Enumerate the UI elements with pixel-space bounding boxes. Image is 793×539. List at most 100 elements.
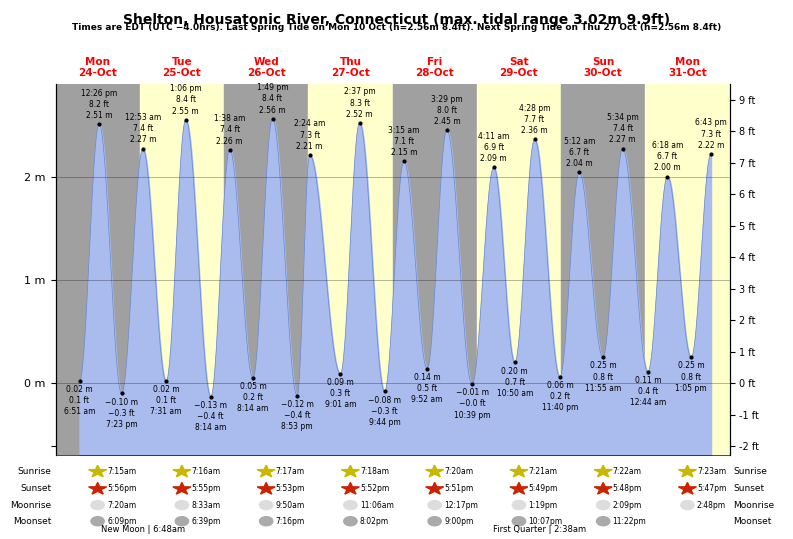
Text: 9:50am: 9:50am [276, 501, 305, 509]
Bar [224, 84, 308, 455]
Text: Moonset: Moonset [734, 517, 772, 526]
Text: 0.20 m
0.7 ft
10:50 am: 0.20 m 0.7 ft 10:50 am [496, 367, 533, 398]
Polygon shape [678, 465, 696, 477]
Text: Fri
28-Oct: Fri 28-Oct [416, 57, 454, 78]
Text: 0.02 m
0.1 ft
7:31 am: 0.02 m 0.1 ft 7:31 am [151, 385, 182, 417]
Polygon shape [678, 482, 696, 494]
Circle shape [596, 517, 610, 526]
Bar [140, 84, 224, 455]
Polygon shape [594, 465, 612, 477]
Text: 3:29 pm
8.0 ft
2.45 m: 3:29 pm 8.0 ft 2.45 m [431, 95, 462, 126]
Text: First Quarter | 2:38am: First Quarter | 2:38am [492, 524, 586, 534]
Text: 7:18am: 7:18am [360, 467, 389, 476]
Text: 6:18 am
6.7 ft
2.00 m: 6:18 am 6.7 ft 2.00 m [652, 141, 683, 172]
Text: Times are EDT (UTC −4.0hrs). Last Spring Tide on Mon 10 Oct (h=2.56m 8.4ft). Nex: Times are EDT (UTC −4.0hrs). Last Spring… [72, 23, 721, 32]
Text: 4:11 am
6.9 ft
2.09 m: 4:11 am 6.9 ft 2.09 m [478, 132, 509, 163]
Circle shape [343, 501, 357, 509]
Text: 11:22pm: 11:22pm [613, 517, 646, 526]
Polygon shape [426, 465, 444, 477]
Circle shape [91, 501, 105, 509]
Text: 0.14 m
0.5 ft
9:52 am: 0.14 m 0.5 ft 9:52 am [412, 373, 443, 404]
Bar [646, 84, 730, 455]
Text: 7:15am: 7:15am [107, 467, 136, 476]
Text: 5:53pm: 5:53pm [276, 485, 305, 493]
Text: 5:49pm: 5:49pm [528, 485, 557, 493]
Text: 6:09pm: 6:09pm [107, 517, 136, 526]
Text: Sunset: Sunset [734, 485, 764, 493]
Polygon shape [257, 482, 275, 494]
Circle shape [512, 501, 526, 509]
Polygon shape [341, 465, 359, 477]
Text: −0.13 m
−0.4 ft
8:14 am: −0.13 m −0.4 ft 8:14 am [194, 400, 228, 432]
Text: Sunrise: Sunrise [734, 467, 768, 476]
Polygon shape [89, 465, 107, 477]
Polygon shape [257, 465, 275, 477]
Polygon shape [594, 482, 612, 494]
Text: 1:49 pm
8.4 ft
2.56 m: 1:49 pm 8.4 ft 2.56 m [257, 84, 289, 115]
Bar [393, 84, 477, 455]
Polygon shape [510, 465, 528, 477]
Polygon shape [173, 482, 191, 494]
Text: 12:17pm: 12:17pm [444, 501, 478, 509]
Text: 2:09pm: 2:09pm [613, 501, 642, 509]
Text: 7:20am: 7:20am [107, 501, 136, 509]
Text: Shelton, Housatonic River, Connecticut (max. tidal range 3.02m 9.9ft): Shelton, Housatonic River, Connecticut (… [123, 13, 670, 27]
Text: Tue
25-Oct: Tue 25-Oct [163, 57, 201, 78]
Circle shape [259, 501, 273, 509]
Text: 6:39pm: 6:39pm [191, 517, 220, 526]
Text: 5:56pm: 5:56pm [107, 485, 136, 493]
Text: 12:53 am
7.4 ft
2.27 m: 12:53 am 7.4 ft 2.27 m [125, 113, 161, 144]
Text: 7:17am: 7:17am [276, 467, 305, 476]
Text: 5:12 am
6.7 ft
2.04 m: 5:12 am 6.7 ft 2.04 m [564, 137, 595, 168]
Text: 5:48pm: 5:48pm [613, 485, 642, 493]
Text: 7:22am: 7:22am [613, 467, 642, 476]
Text: Sun
30-Oct: Sun 30-Oct [584, 57, 623, 78]
Text: 1:38 am
7.4 ft
2.26 m: 1:38 am 7.4 ft 2.26 m [214, 114, 245, 146]
Text: −0.10 m
−0.3 ft
7:23 pm: −0.10 m −0.3 ft 7:23 pm [105, 398, 138, 429]
Text: New Moon | 6:48am: New Moon | 6:48am [101, 524, 185, 534]
Text: 5:34 pm
7.4 ft
2.27 m: 5:34 pm 7.4 ft 2.27 m [607, 113, 638, 144]
Text: 7:16am: 7:16am [191, 467, 220, 476]
Polygon shape [89, 482, 107, 494]
Circle shape [91, 517, 105, 526]
Text: Moonrise: Moonrise [10, 501, 52, 509]
Bar [477, 84, 561, 455]
Circle shape [175, 517, 189, 526]
Text: Thu
27-Oct: Thu 27-Oct [331, 57, 370, 78]
Circle shape [175, 501, 189, 509]
Text: 1:06 pm
8.4 ft
2.55 m: 1:06 pm 8.4 ft 2.55 m [170, 85, 201, 115]
Text: −0.01 m
−0.0 ft
10:39 pm: −0.01 m −0.0 ft 10:39 pm [454, 388, 490, 419]
Text: 8:02pm: 8:02pm [360, 517, 389, 526]
Text: 8:33am: 8:33am [191, 501, 220, 509]
Bar [561, 84, 646, 455]
Text: 2:48pm: 2:48pm [697, 501, 726, 509]
Circle shape [343, 517, 357, 526]
Text: 4:28 pm
7.7 ft
2.36 m: 4:28 pm 7.7 ft 2.36 m [519, 104, 550, 135]
Polygon shape [341, 482, 359, 494]
Text: 2:24 am
7.3 ft
2.21 m: 2:24 am 7.3 ft 2.21 m [294, 120, 325, 151]
Text: 0.09 m
0.3 ft
9:01 am: 0.09 m 0.3 ft 9:01 am [324, 378, 356, 409]
Text: 7:16pm: 7:16pm [276, 517, 305, 526]
Text: 2:37 pm
8.3 ft
2.52 m: 2:37 pm 8.3 ft 2.52 m [344, 87, 375, 119]
Text: 7:20am: 7:20am [444, 467, 473, 476]
Text: −0.12 m
−0.4 ft
8:53 pm: −0.12 m −0.4 ft 8:53 pm [281, 400, 313, 431]
Text: 5:47pm: 5:47pm [697, 485, 726, 493]
Text: 10:07pm: 10:07pm [528, 517, 562, 526]
Text: 0.05 m
0.2 ft
8:14 am: 0.05 m 0.2 ft 8:14 am [237, 382, 269, 413]
Circle shape [596, 501, 610, 509]
Text: 3:15 am
7.1 ft
2.15 m: 3:15 am 7.1 ft 2.15 m [389, 126, 419, 157]
Text: 0.02 m
0.1 ft
6:51 am: 0.02 m 0.1 ft 6:51 am [63, 385, 95, 417]
Polygon shape [173, 465, 191, 477]
Text: 0.25 m
0.8 ft
1:05 pm: 0.25 m 0.8 ft 1:05 pm [676, 362, 707, 392]
Text: 0.06 m
0.2 ft
11:40 pm: 0.06 m 0.2 ft 11:40 pm [542, 381, 578, 412]
Bar [56, 84, 140, 455]
Text: 11:06am: 11:06am [360, 501, 394, 509]
Text: Wed
26-Oct: Wed 26-Oct [247, 57, 285, 78]
Text: Moonrise: Moonrise [734, 501, 775, 509]
Text: 7:21am: 7:21am [528, 467, 557, 476]
Text: 5:52pm: 5:52pm [360, 485, 389, 493]
Circle shape [428, 517, 442, 526]
Text: 12:26 pm
8.2 ft
2.51 m: 12:26 pm 8.2 ft 2.51 m [81, 88, 117, 120]
Text: 0.11 m
0.4 ft
12:44 am: 0.11 m 0.4 ft 12:44 am [630, 376, 666, 407]
Text: 5:55pm: 5:55pm [191, 485, 220, 493]
